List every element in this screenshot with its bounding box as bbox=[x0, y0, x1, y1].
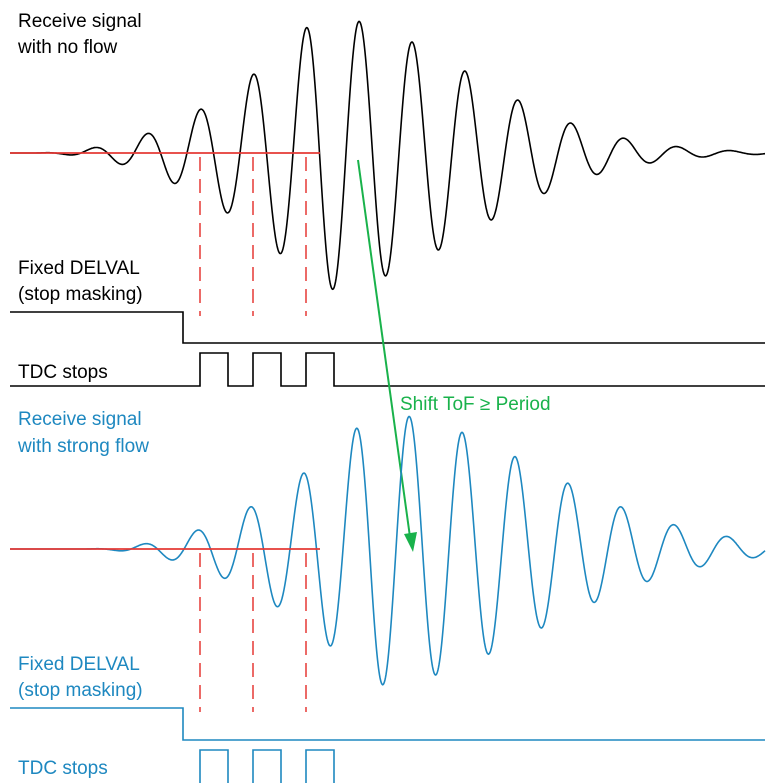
top-receive-waveform bbox=[10, 20, 765, 291]
top-stop-markers bbox=[199, 157, 307, 316]
bottom-delval-label-line1: Fixed DELVAL bbox=[18, 654, 140, 675]
top-delval-label-line1: Fixed DELVAL bbox=[18, 258, 140, 279]
shift-arrow-line bbox=[357, 159, 411, 538]
bottom-tdc-pulses-path bbox=[199, 749, 335, 783]
top-signal-label-line1: Receive signal bbox=[18, 11, 142, 32]
top-delval-label-line2: (stop masking) bbox=[18, 284, 143, 305]
top-signal-label-line2: with no flow bbox=[17, 37, 118, 58]
top-tdc-pulses bbox=[10, 352, 765, 387]
bottom-signal-label-line2: with strong flow bbox=[17, 436, 149, 457]
top-delval-trace bbox=[10, 311, 765, 344]
bottom-receive-waveform bbox=[10, 415, 766, 686]
top-tdc-label: TDC stops bbox=[18, 362, 108, 383]
bottom-signal-label-line1: Receive signal bbox=[18, 409, 142, 430]
bottom-delval-label-line2: (stop masking) bbox=[18, 680, 143, 701]
bottom-tdc-label: TDC stops bbox=[18, 758, 108, 779]
bottom-delval-trace bbox=[10, 707, 765, 741]
bottom-stop-markers bbox=[199, 553, 307, 712]
shift-tof-label: Shift ToF ≥ Period bbox=[400, 394, 551, 415]
shift-arrow-head bbox=[404, 532, 417, 552]
